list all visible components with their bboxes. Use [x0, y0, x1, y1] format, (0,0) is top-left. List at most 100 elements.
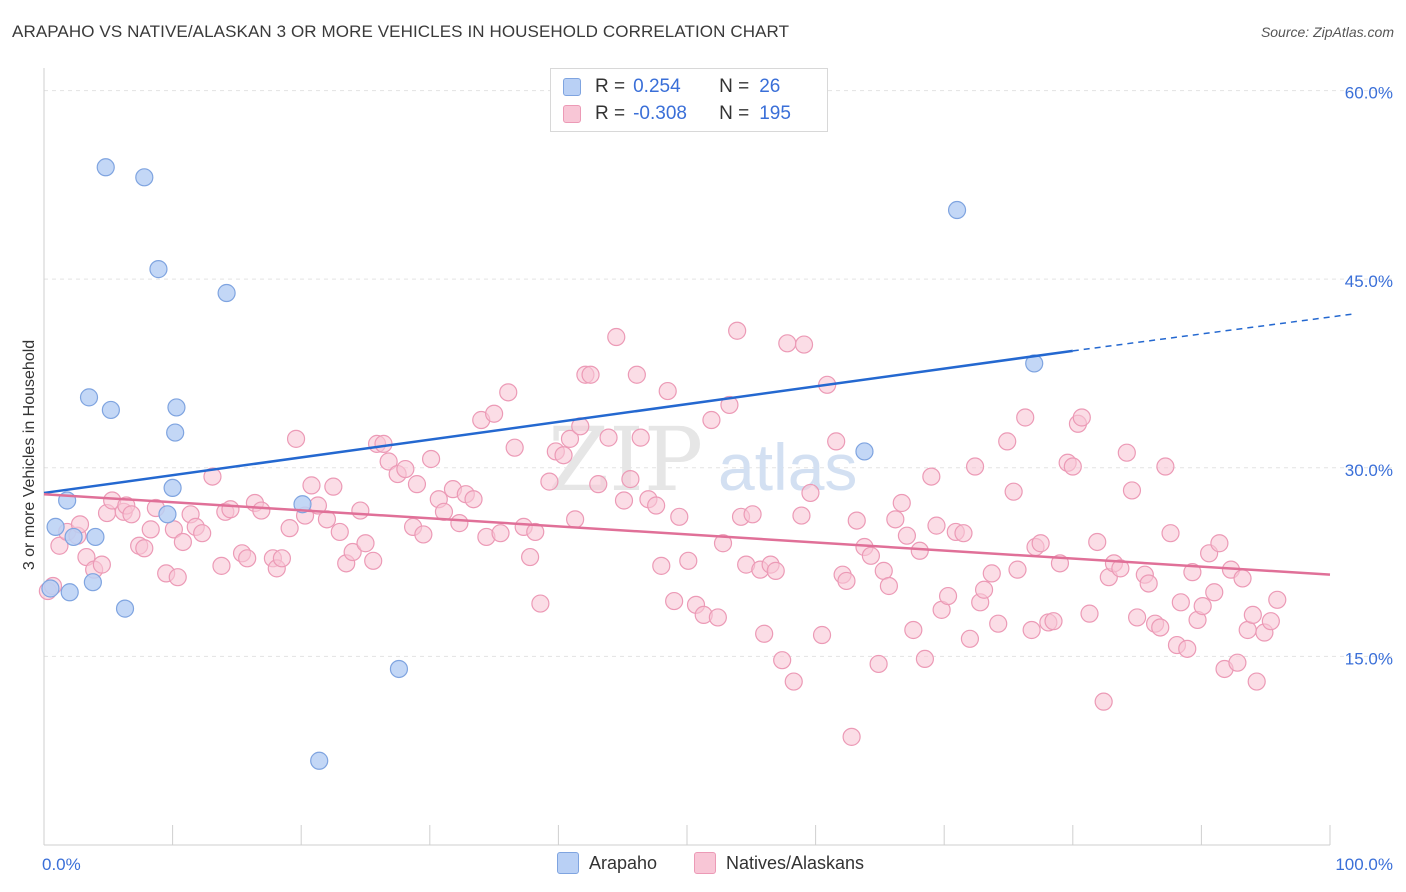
- natives-point: [122, 505, 141, 524]
- arapaho-points: [41, 158, 1044, 770]
- y-tick-label: 60.0%: [1345, 84, 1393, 103]
- arapaho-point: [83, 573, 102, 592]
- natives-point: [1094, 692, 1113, 711]
- arapaho-point: [64, 527, 83, 547]
- natives-point: [1151, 618, 1170, 637]
- natives-point: [842, 727, 861, 746]
- arapaho-point: [86, 527, 105, 547]
- natives-point: [221, 500, 240, 519]
- natives-point: [960, 629, 980, 648]
- arapaho-point: [46, 517, 65, 536]
- natives-point: [614, 491, 634, 510]
- natives-point: [1072, 408, 1091, 427]
- natives-point: [330, 522, 349, 542]
- legend-row-natives: R = -0.308 N = 195: [563, 103, 791, 125]
- natives-point: [374, 434, 393, 453]
- n-label: N =: [719, 103, 750, 124]
- natives-point: [364, 551, 383, 570]
- natives-point: [743, 505, 762, 524]
- arapaho-point: [166, 423, 185, 442]
- natives-point: [414, 525, 433, 544]
- natives-point: [92, 555, 111, 574]
- natives-point: [1161, 524, 1180, 543]
- natives-point: [1171, 593, 1190, 612]
- natives-point: [794, 335, 814, 354]
- natives-point: [927, 516, 946, 535]
- natives-point: [755, 624, 774, 643]
- arapaho-point: [167, 398, 186, 417]
- natives-point: [886, 510, 905, 529]
- natives-point: [792, 506, 811, 525]
- arapaho-point: [79, 388, 99, 407]
- natives-point: [954, 524, 973, 543]
- natives-point: [812, 625, 832, 645]
- natives-point: [982, 564, 1001, 583]
- natives-point: [1016, 408, 1035, 427]
- natives-point: [713, 534, 733, 553]
- trend-lines: [43, 312, 1357, 576]
- natives-point: [728, 321, 747, 340]
- natives-point: [652, 556, 671, 575]
- legend-item-arapaho: Arapaho: [557, 852, 657, 874]
- natives-point: [521, 547, 540, 567]
- arapaho-point: [149, 260, 168, 279]
- natives-point: [343, 542, 362, 562]
- n-value: 26: [759, 76, 781, 97]
- arapaho-point: [60, 583, 79, 602]
- natives-point: [702, 410, 721, 430]
- natives-point: [773, 651, 792, 670]
- natives-point: [396, 459, 415, 479]
- natives-points: [38, 321, 1287, 746]
- natives-point: [827, 432, 846, 451]
- natives-point: [665, 591, 684, 611]
- legend-row-arapaho: R = 0.254 N = 26: [563, 76, 780, 98]
- natives-legend-swatch: [694, 852, 716, 874]
- arapaho-point: [947, 200, 967, 220]
- natives-point: [1228, 653, 1247, 672]
- arapaho-point: [855, 442, 874, 461]
- natives-point: [607, 327, 626, 347]
- natives-point: [1247, 672, 1266, 691]
- natives-point: [847, 511, 866, 530]
- natives-point: [631, 428, 650, 447]
- natives-point: [1004, 482, 1023, 501]
- natives-point: [874, 561, 893, 580]
- natives-point: [135, 539, 154, 558]
- natives-point: [379, 452, 398, 471]
- natives-point: [491, 524, 510, 543]
- natives-point: [879, 576, 899, 596]
- natives-point: [560, 429, 580, 448]
- natives-point: [1031, 534, 1050, 553]
- natives-point: [50, 536, 69, 555]
- natives-point: [526, 522, 545, 542]
- n-value: 195: [759, 103, 791, 124]
- r-label: R =: [595, 76, 626, 97]
- natives-point: [272, 549, 292, 568]
- natives-point: [897, 526, 917, 545]
- natives-point: [658, 381, 677, 401]
- natives-point: [238, 549, 257, 568]
- natives-point: [1205, 583, 1224, 602]
- natives-point: [720, 395, 739, 415]
- natives-point: [531, 594, 550, 613]
- natives-point: [1183, 563, 1202, 582]
- arapaho-point: [96, 158, 115, 177]
- natives-point: [505, 438, 524, 457]
- source-label: Source: ZipAtlas.com: [1260, 24, 1394, 40]
- r-value: -0.308: [633, 103, 687, 124]
- natives-point: [212, 556, 231, 575]
- natives-point: [1156, 457, 1175, 476]
- natives-point: [324, 477, 343, 496]
- natives-point: [910, 541, 929, 560]
- arapaho-point: [115, 599, 135, 618]
- natives-point: [485, 404, 504, 423]
- natives-point: [356, 534, 375, 553]
- natives-point: [351, 501, 370, 520]
- y-tick-label: 15.0%: [1345, 649, 1393, 668]
- natives-point: [286, 429, 306, 448]
- arapaho-point: [293, 495, 312, 514]
- natives-point: [998, 432, 1017, 451]
- natives-point: [164, 520, 183, 539]
- correlation-legend: R = 0.254 N = 26 R = -0.308 N = 195: [550, 68, 828, 132]
- natives-point: [1063, 457, 1082, 476]
